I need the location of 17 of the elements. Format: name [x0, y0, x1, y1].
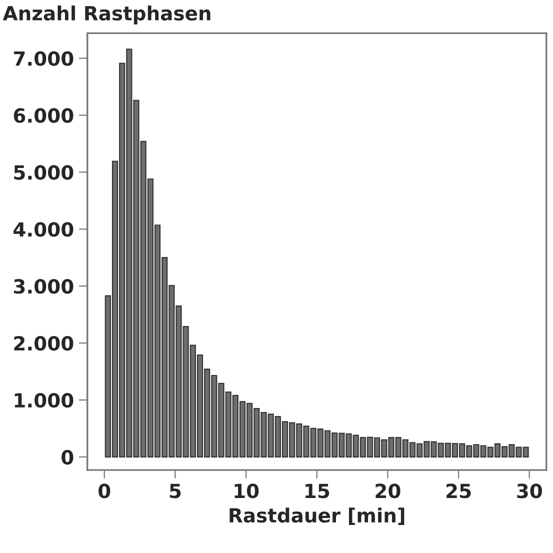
- y-tick-label: 6.000: [14, 108, 74, 123]
- y-tick-label: 0: [62, 450, 74, 465]
- x-tick-label: 5: [170, 484, 181, 498]
- chart-title: Anzahl Rastphasen: [2, 6, 210, 24]
- y-tick-label: 5.000: [14, 165, 74, 180]
- x-tick-label: 10: [234, 484, 259, 498]
- x-tick-label: 20: [376, 484, 400, 498]
- y-tick-label: 1.000: [14, 392, 74, 408]
- y-tick-label: 4.000: [14, 222, 74, 237]
- y-tick-label: 3.000: [14, 279, 74, 294]
- x-tick-label: 30: [517, 484, 542, 498]
- x-tick-label: 0: [98, 484, 110, 498]
- y-tick-label: 7.000: [14, 51, 74, 66]
- x-tick-label: 15: [306, 484, 330, 498]
- x-axis-title: Rastdauer [min]: [230, 508, 404, 525]
- x-tick-label: 25: [446, 484, 471, 498]
- y-tick-label: 2.000: [14, 336, 74, 351]
